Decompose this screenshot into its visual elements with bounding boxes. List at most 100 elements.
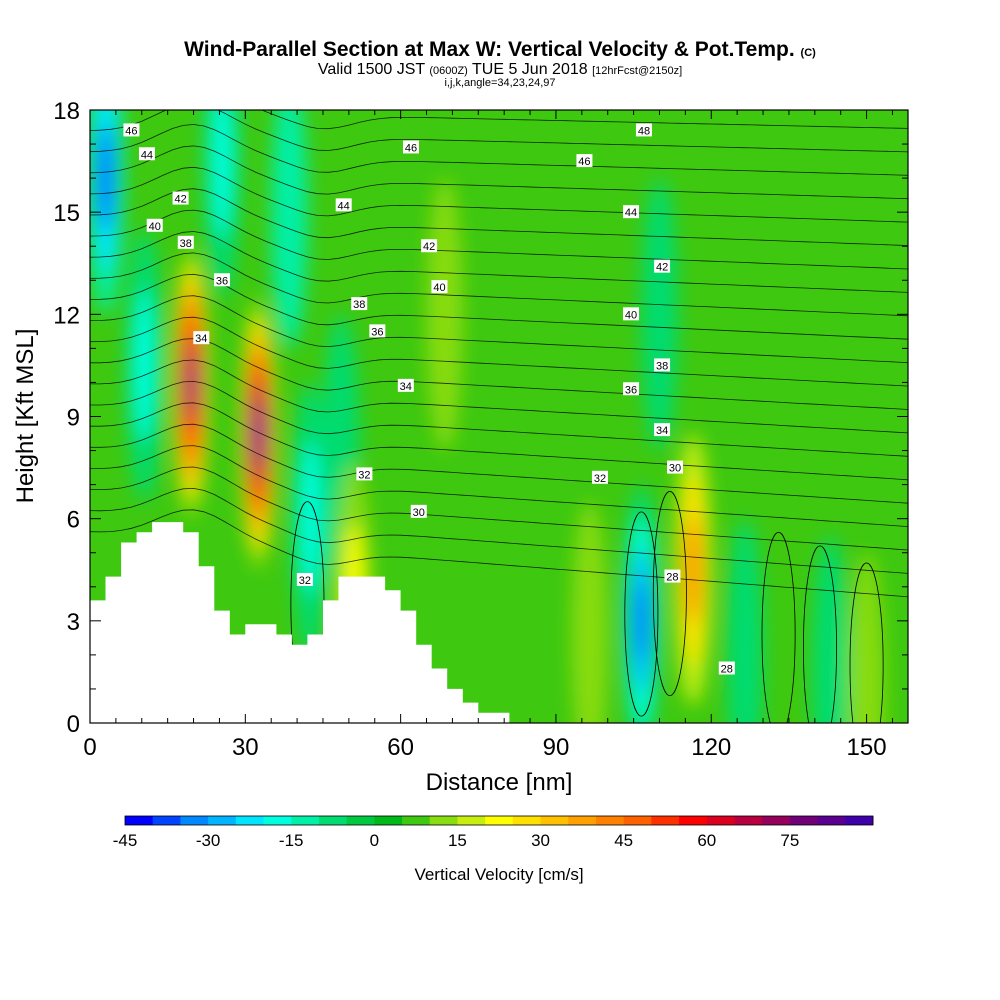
theta-contour-label: 44 bbox=[625, 207, 637, 219]
theta-contour-label: 38 bbox=[180, 238, 192, 250]
theta-contour-label-bg bbox=[654, 358, 671, 372]
velocity-cell bbox=[848, 552, 885, 723]
theta-contour-label: 28 bbox=[666, 572, 678, 584]
colorbar-swatch bbox=[623, 816, 652, 825]
theta-contour-line bbox=[90, 166, 908, 223]
theta-contour-label-bg bbox=[576, 154, 593, 168]
colorbar-swatch bbox=[679, 816, 708, 825]
colorbar-swatch bbox=[845, 816, 874, 825]
colorbar-swatch bbox=[457, 816, 486, 825]
colorbar-swatch bbox=[512, 816, 542, 825]
theta-contour-label: 48 bbox=[638, 125, 650, 137]
theta-contour-label: 30 bbox=[413, 507, 425, 519]
colorbar-tick-label: 30 bbox=[531, 831, 550, 850]
velocity-cell bbox=[134, 288, 155, 443]
theta-contour-loop bbox=[652, 491, 687, 697]
colorbar-swatch bbox=[374, 816, 403, 825]
velocity-cell bbox=[187, 358, 195, 407]
theta-contour-label-bg bbox=[146, 218, 163, 232]
theta-contour-label: 44 bbox=[141, 149, 153, 161]
theta-contour-label-bg bbox=[667, 460, 684, 474]
theta-contour-line bbox=[90, 124, 908, 176]
theta-contour-label: 32 bbox=[358, 469, 370, 481]
velocity-cell bbox=[726, 518, 764, 723]
x-tick-label: 150 bbox=[847, 734, 887, 761]
theta-contour-label-bg bbox=[654, 259, 671, 273]
colorbar-swatch bbox=[651, 816, 680, 825]
x-tick-label: 60 bbox=[387, 734, 414, 761]
colorbar-tick-label: 75 bbox=[780, 831, 799, 850]
y-tick-label: 15 bbox=[53, 200, 80, 227]
colorbar-tick-label: 15 bbox=[448, 831, 467, 850]
theta-contour-label: 40 bbox=[625, 309, 637, 321]
velocity-cell bbox=[299, 441, 321, 596]
colorbar-swatch bbox=[568, 816, 597, 825]
theta-contour-line bbox=[90, 188, 908, 246]
theta-contour-line bbox=[90, 487, 908, 574]
colorbar-swatch bbox=[263, 816, 292, 825]
colorbar: -45 -30 -15 0 15 30 45 60 75 bbox=[113, 815, 874, 850]
theta-contour-label: 46 bbox=[125, 125, 137, 137]
colorbar-swatch bbox=[125, 816, 154, 825]
colorbar-swatch bbox=[762, 816, 791, 825]
theta-contour-label-bg bbox=[138, 147, 155, 161]
velocity-cell bbox=[211, 110, 233, 239]
theta-contour-line bbox=[260, 110, 908, 130]
theta-contour-label: 42 bbox=[656, 262, 668, 274]
theta-contour-line bbox=[90, 316, 908, 387]
chart-subtitle: Valid 1500 JST (0600Z) TUE 5 Jun 2018 [1… bbox=[317, 61, 683, 78]
velocity-cell bbox=[98, 124, 113, 232]
velocity-cell bbox=[686, 516, 701, 624]
theta-contour-label-bg bbox=[718, 661, 735, 675]
y-tick-label: 12 bbox=[53, 302, 80, 329]
theta-contour-label: 46 bbox=[578, 156, 590, 168]
theta-contour-label: 42 bbox=[423, 241, 435, 253]
velocity-cell bbox=[635, 579, 647, 663]
theta-contour-line bbox=[90, 466, 908, 551]
theta-contour-label: 36 bbox=[625, 384, 637, 396]
theta-contour-label: 38 bbox=[353, 299, 365, 311]
theta-contour-line bbox=[90, 509, 908, 598]
theta-contour-label-bg bbox=[214, 273, 231, 287]
theta-contour-line bbox=[90, 145, 908, 200]
colorbar-tick-label: 60 bbox=[697, 831, 716, 850]
theta-contour-label: 28 bbox=[721, 664, 733, 676]
theta-contour-label-bg bbox=[356, 467, 373, 481]
colorbar-swatch bbox=[540, 816, 569, 825]
colorbar-swatch bbox=[318, 816, 348, 825]
theta-contour-label: 46 bbox=[405, 142, 417, 154]
colorbar-swatch bbox=[734, 816, 763, 825]
y-tick-label: 18 bbox=[53, 98, 80, 125]
x-axis-label: Distance [nm] bbox=[426, 769, 573, 796]
velocity-cell bbox=[641, 178, 678, 451]
colorbar-label: Vertical Velocity [cm/s] bbox=[414, 865, 583, 884]
theta-contour-label: 38 bbox=[656, 360, 668, 372]
theta-contour-loop bbox=[849, 562, 884, 723]
velocity-cell bbox=[255, 409, 262, 458]
chart-title: Wind-Parallel Section at Max W: Vertical… bbox=[184, 38, 816, 61]
theta-contour-label-bg bbox=[123, 123, 140, 137]
theta-contour-line bbox=[90, 110, 908, 153]
theta-contour-label-bg bbox=[351, 297, 368, 311]
theta-contour-line bbox=[90, 359, 908, 434]
y-tick-label: 0 bbox=[67, 711, 80, 738]
theta-contour-loop bbox=[803, 545, 837, 723]
y-axis-label: Height [Kft MSL] bbox=[12, 329, 39, 504]
colorbar-swatch bbox=[429, 816, 458, 825]
velocity-cell bbox=[426, 178, 463, 451]
y-tick-label: 6 bbox=[67, 507, 80, 534]
y-tick-label: 3 bbox=[67, 609, 80, 636]
x-tick-label: 0 bbox=[83, 734, 96, 761]
theta-contour-label: 32 bbox=[299, 575, 311, 587]
section-params: i,j,k,angle=34,23,24,97 bbox=[444, 77, 556, 89]
theta-contour-label-bg bbox=[623, 382, 640, 396]
theta-contour-label: 44 bbox=[338, 200, 350, 212]
theta-contour-line bbox=[90, 380, 908, 457]
colorbar-swatch bbox=[235, 816, 265, 825]
theta-contour-label: 36 bbox=[216, 275, 228, 287]
theta-contour-label: 34 bbox=[656, 425, 668, 437]
theta-contour-line bbox=[90, 209, 908, 270]
colorbar-swatch bbox=[706, 816, 735, 825]
